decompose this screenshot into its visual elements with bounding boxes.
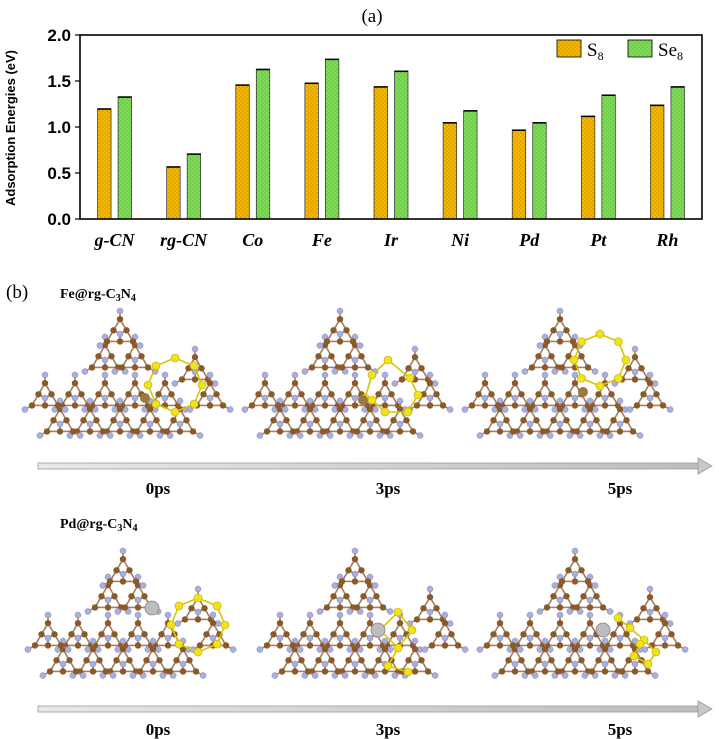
x-tick-label: Pd [518,230,540,250]
sulfur-ring-fe-5ps [569,329,631,391]
bar-se8-pd [532,122,547,220]
fe-atom [578,387,588,397]
bar-se8-rh [670,86,685,220]
fe-atom [140,393,150,403]
x-tick-label: Pt [589,230,607,250]
y-axis-label: Adsorption Energies (eV) [3,50,18,206]
snapshot-pd-5ps [476,547,689,679]
time-label-pd-0: 0ps [146,720,171,739]
legend: S8 Se8 [556,39,683,63]
row-label-fe: Fe@rg-C3N4 [60,287,136,304]
sulfur-chain-fe-3ps [360,355,423,417]
y-tick-label: 1.5 [47,72,71,91]
bar-s8-co [235,84,250,220]
bar-s8-ni [442,122,457,220]
legend-label-se8: Se8 [658,40,683,63]
snapshot-pd-0ps [24,547,237,679]
y-tick-label: 1.0 [47,118,71,137]
x-tick-label: g-CN [94,230,136,250]
row-label-pd: Pd@rg-C3N4 [60,517,137,534]
md-snapshots [21,307,689,679]
bar-se8-pt [601,94,616,220]
bar-chart: Adsorption Energies (eV) 0.0 0.5 1.0 1.5 2.0… [3,26,703,250]
time-label-fe-1: 3ps [376,479,401,498]
legend-swatch-s8 [556,39,582,58]
snapshot-fe-5ps [461,307,674,439]
bar-se8-co [255,68,271,220]
plot-frame [79,34,703,220]
bar-s8-rg-cn [166,166,181,220]
y-tick-label: 2.0 [47,26,71,45]
y-ticks: 0.0 0.5 1.0 1.5 2.0 [47,26,80,229]
legend-swatch-se8 [627,39,653,58]
bar-se8-fe [325,58,340,220]
snapshot-fe-3ps [241,307,454,439]
legend-label-s8: S8 [587,40,604,63]
bar-s8-rh [650,104,665,220]
x-tick-label: Ir [383,230,399,250]
pd-atom [144,600,160,616]
x-tick-label: Ni [450,230,469,250]
bars [97,58,685,220]
x-tick-labels: g-CN rg-CN Co Fe Ir Ni Pd Pt Rh [94,230,679,250]
bar-s8-g-cn [97,108,112,220]
panel-a-label: (a) [361,6,382,27]
bar-s8-pt [580,115,596,220]
bar-se8-ir [394,70,409,220]
time-arrow-bottom [37,700,713,718]
x-tick-label: Rh [655,230,678,250]
time-label-fe-2: 5ps [608,479,633,498]
time-label-fe-0: 0ps [146,479,171,498]
time-label-pd-1: 3ps [376,720,401,739]
time-arrow-top [37,457,713,475]
sulfur-cluster-pd-5ps [613,613,661,669]
bar-s8-pd [511,129,527,220]
fe-atom [358,395,368,405]
pd-atom [595,622,611,638]
bar-s8-ir [373,86,388,220]
bar-se8-g-cn [117,96,132,220]
bar-s8-fe [304,82,319,220]
snapshot-fe-0ps [21,307,234,439]
pd-atom [370,622,386,638]
sulfur-ring-fe-0ps [143,353,207,417]
x-tick-label: Fe [311,230,332,250]
y-tick-label: 0.5 [47,164,71,183]
x-tick-label: rg-CN [160,230,208,250]
time-label-pd-2: 5ps [608,720,633,739]
sulfur-ring-pd-0ps [166,593,230,657]
x-tick-label: Co [242,230,263,250]
bar-se8-ni [463,110,478,220]
snapshot-pd-3ps [256,547,469,679]
y-tick-label: 0.0 [47,210,71,229]
bar-se8-rg-cn [186,153,202,220]
panel-b-label: (b) [6,282,28,303]
